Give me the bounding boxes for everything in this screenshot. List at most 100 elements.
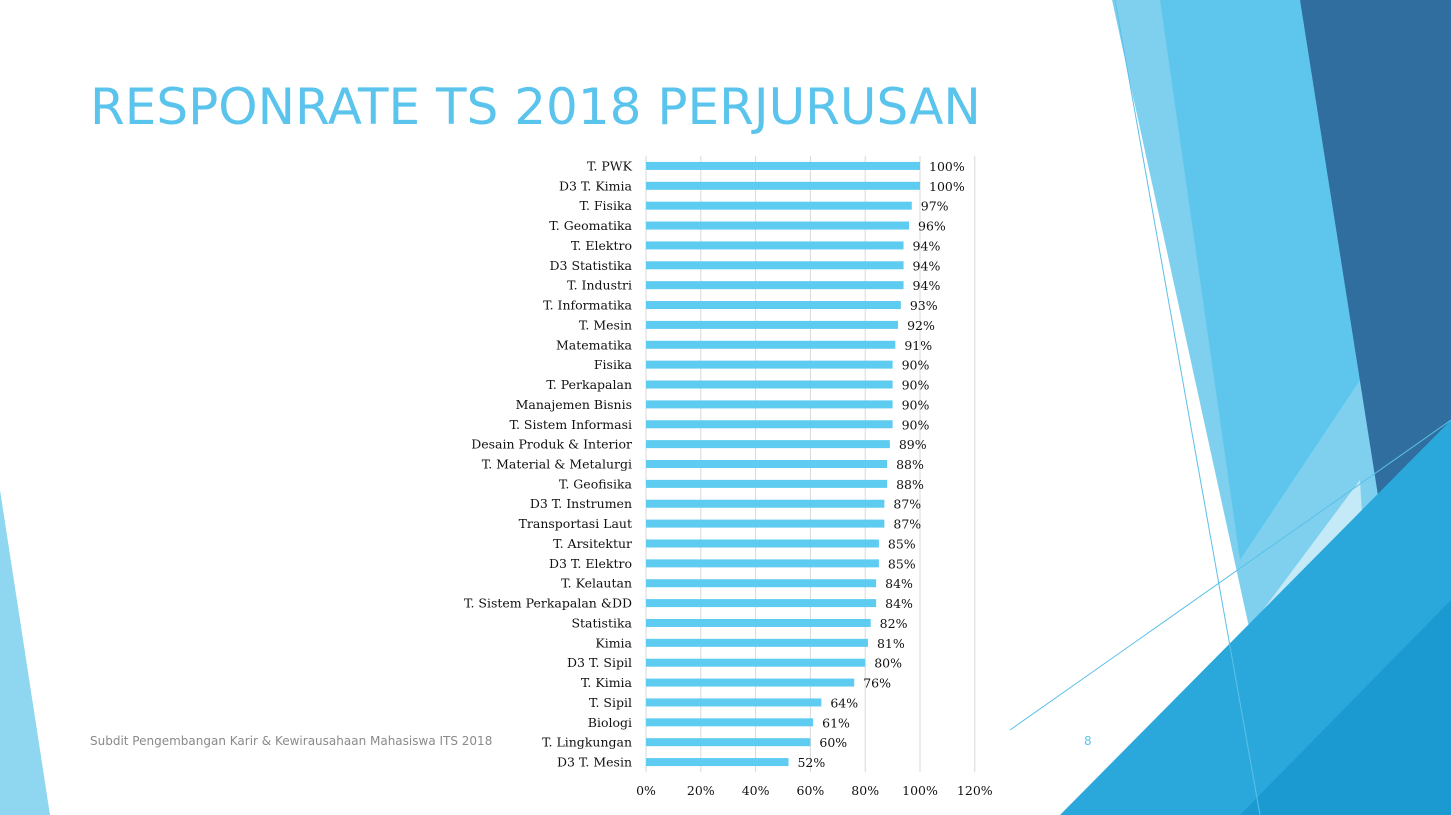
category-label: T. PWK (587, 158, 633, 173)
data-label: 100% (929, 159, 965, 174)
bar (646, 758, 789, 767)
category-label: D3 T. Elektro (549, 556, 632, 571)
category-label: Statistika (571, 615, 632, 630)
bar (646, 400, 893, 409)
bar (646, 181, 920, 190)
category-label: Transportasi Laut (519, 516, 632, 531)
bar (646, 241, 904, 250)
bar (646, 261, 904, 270)
category-label: T. Informatika (543, 298, 632, 313)
x-tick-label: 60% (797, 783, 825, 798)
x-tick-label: 80% (851, 783, 879, 798)
category-label: T. Sistem Informasi (509, 417, 632, 432)
bar (646, 360, 893, 369)
data-label: 60% (819, 735, 847, 750)
bar (646, 420, 893, 429)
data-label: 81% (877, 636, 905, 651)
bar (646, 340, 896, 349)
bar (646, 618, 871, 627)
bar (646, 698, 822, 707)
category-label: T. Geofisika (559, 476, 633, 491)
category-label: T. Industri (567, 278, 632, 293)
bar (646, 579, 877, 588)
data-label: 64% (830, 695, 858, 710)
data-label: 84% (885, 576, 913, 591)
data-label: 85% (888, 536, 916, 551)
data-label: 94% (913, 278, 941, 293)
category-label: T. Sipil (589, 695, 632, 710)
bar (646, 161, 920, 170)
bar (646, 440, 890, 449)
decor-line (1009, 419, 1451, 731)
decor-line (1114, 0, 1261, 815)
category-label: T. Kimia (581, 675, 633, 690)
category-label: T. Perkapalan (546, 377, 632, 392)
data-label: 76% (863, 676, 891, 691)
x-tick-label: 40% (742, 783, 770, 798)
category-label: T. Geomatika (549, 218, 632, 233)
data-label: 82% (880, 616, 908, 631)
data-label: 90% (902, 358, 930, 373)
bar (646, 201, 912, 210)
x-tick-label: 20% (687, 783, 715, 798)
data-label: 90% (902, 378, 930, 393)
data-label: 92% (907, 318, 935, 333)
bar (646, 479, 888, 488)
bar (646, 738, 811, 747)
bar (646, 380, 893, 389)
category-label: Kimia (595, 635, 632, 650)
decor-triangle-left (0, 490, 50, 815)
x-tick-label: 100% (902, 783, 938, 798)
x-tick-label: 0% (636, 783, 656, 798)
data-label: 61% (822, 715, 850, 730)
data-label: 85% (888, 556, 916, 571)
bar (646, 599, 877, 608)
category-label: T. Kelautan (561, 576, 632, 591)
category-label: Fisika (594, 357, 633, 372)
bar (646, 301, 901, 310)
category-label: T. Lingkungan (542, 735, 632, 750)
data-label: 52% (797, 755, 825, 770)
category-label: D3 T. Mesin (557, 755, 632, 770)
category-label: D3 T. Kimia (559, 178, 633, 193)
category-label: Desain Produk & Interior (471, 437, 632, 452)
bar (646, 559, 879, 568)
category-label: Manajemen Bisnis (516, 397, 632, 412)
category-label: Biologi (588, 715, 632, 730)
slide-title: RESPONRATE TS 2018 PERJURUSAN (90, 78, 981, 136)
bar (646, 539, 879, 548)
data-label: 93% (910, 298, 938, 313)
category-label: Matematika (556, 337, 633, 352)
data-label: 94% (913, 238, 941, 253)
bar (646, 460, 888, 468)
data-label: 96% (918, 219, 946, 234)
category-label: T. Elektro (571, 238, 632, 253)
bar (646, 718, 814, 727)
data-label: 90% (902, 417, 930, 432)
decor-shape-dark (1300, 0, 1451, 540)
decor-shape-bottom-dark (1240, 600, 1451, 815)
data-label: 84% (885, 596, 913, 611)
bar (646, 638, 868, 647)
data-label: 87% (893, 517, 921, 532)
slide-footer: Subdit Pengembangan Karir & Kewirausahaa… (90, 734, 493, 748)
data-label: 100% (929, 179, 965, 194)
bar (646, 658, 866, 667)
x-tick-label: 120% (957, 783, 993, 798)
category-label: D3 Statistika (550, 258, 633, 273)
data-label: 88% (896, 477, 924, 492)
category-label: D3 T. Sipil (567, 655, 632, 670)
category-label: T. Mesin (579, 317, 632, 332)
data-label: 91% (904, 338, 932, 353)
decor-shape-mid (1160, 0, 1360, 560)
data-label: 94% (913, 258, 941, 273)
data-label: 88% (896, 457, 924, 472)
bar (646, 678, 855, 687)
data-label: 89% (899, 437, 927, 452)
bar (646, 281, 904, 290)
category-label: T. Sistem Perkapalan &DD (464, 596, 632, 611)
data-label: 87% (893, 497, 921, 512)
bar (646, 499, 885, 508)
bar (646, 320, 899, 329)
